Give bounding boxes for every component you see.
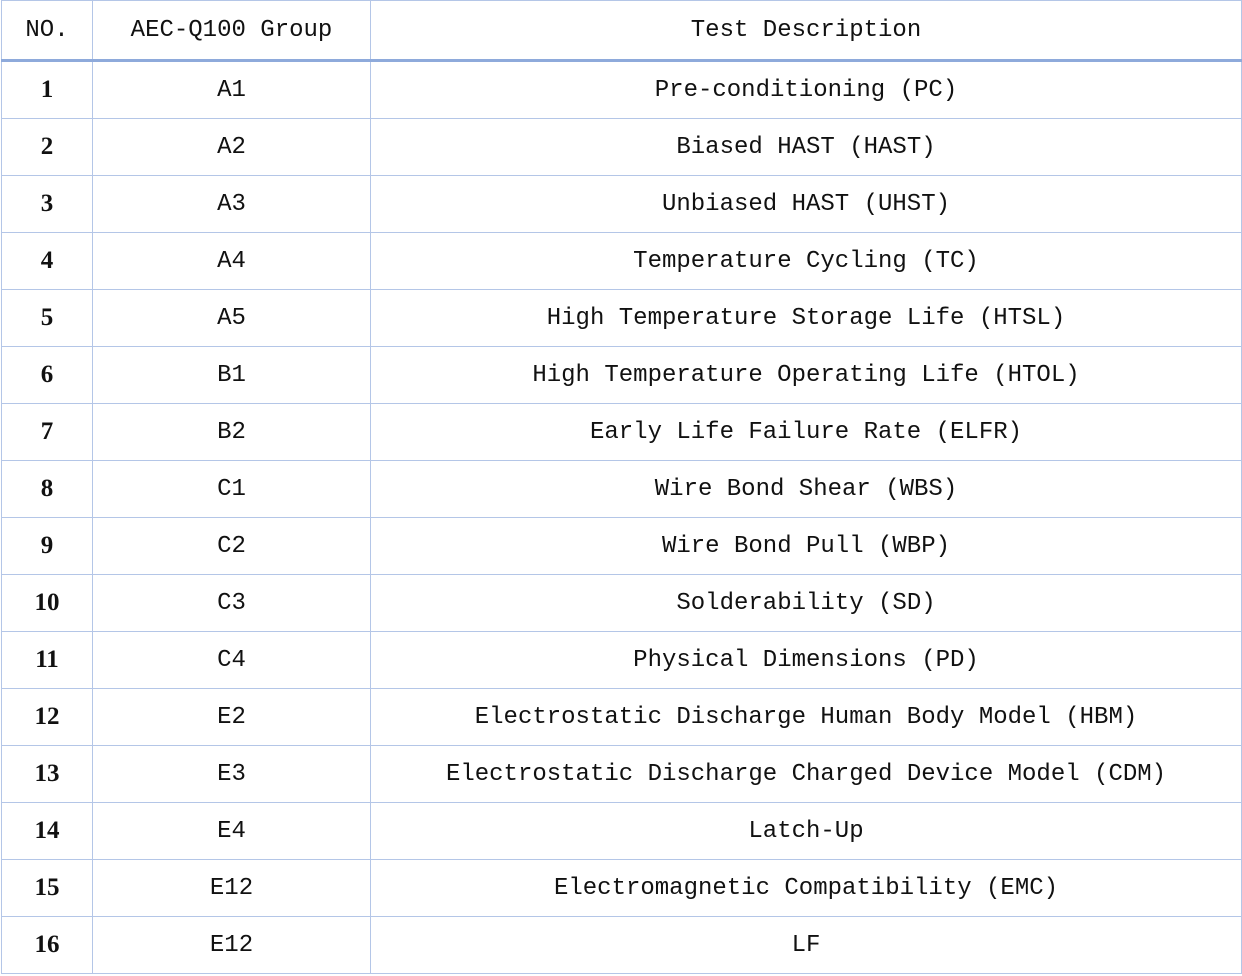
table-row: 9 C2 Wire Bond Pull (WBP) bbox=[1, 517, 1242, 575]
cell-no: 9 bbox=[1, 517, 93, 575]
cell-group: A3 bbox=[92, 175, 371, 233]
header-row: NO. AEC-Q100 Group Test Description bbox=[1, 0, 1242, 61]
cell-description: Unbiased HAST (UHST) bbox=[370, 175, 1242, 233]
header-group: AEC-Q100 Group bbox=[92, 0, 371, 61]
cell-no: 15 bbox=[1, 859, 93, 917]
header-description: Test Description bbox=[370, 0, 1242, 61]
cell-group: A1 bbox=[92, 60, 371, 119]
cell-description: Solderability (SD) bbox=[370, 574, 1242, 632]
cell-description: LF bbox=[370, 916, 1242, 974]
cell-no: 3 bbox=[1, 175, 93, 233]
table-row: 5 A5 High Temperature Storage Life (HTSL) bbox=[1, 289, 1242, 347]
cell-description: Biased HAST (HAST) bbox=[370, 118, 1242, 176]
cell-description: Physical Dimensions (PD) bbox=[370, 631, 1242, 689]
cell-no: 11 bbox=[1, 631, 93, 689]
cell-group: C2 bbox=[92, 517, 371, 575]
cell-no: 4 bbox=[1, 232, 93, 290]
cell-no: 13 bbox=[1, 745, 93, 803]
table-row: 12 E2 Electrostatic Discharge Human Body M… bbox=[1, 688, 1242, 746]
cell-description: Latch-Up bbox=[370, 802, 1242, 860]
cell-description: Early Life Failure Rate (ELFR) bbox=[370, 403, 1242, 461]
cell-description: Wire Bond Pull (WBP) bbox=[370, 517, 1242, 575]
cell-no: 8 bbox=[1, 460, 93, 518]
cell-description: High Temperature Operating Life (HTOL) bbox=[370, 346, 1242, 404]
cell-no: 14 bbox=[1, 802, 93, 860]
cell-no: 16 bbox=[1, 916, 93, 974]
cell-description: Temperature Cycling (TC) bbox=[370, 232, 1242, 290]
cell-group: E4 bbox=[92, 802, 371, 860]
table-row: 4 A4 Temperature Cycling (TC) bbox=[1, 232, 1242, 290]
cell-description: Pre-conditioning (PC) bbox=[370, 60, 1242, 119]
table-row: 10 C3 Solderability (SD) bbox=[1, 574, 1242, 632]
cell-group: C3 bbox=[92, 574, 371, 632]
cell-description: Electromagnetic Compatibility (EMC) bbox=[370, 859, 1242, 917]
table-row: 1 A1 Pre-conditioning (PC) bbox=[1, 60, 1242, 119]
cell-group: E3 bbox=[92, 745, 371, 803]
table-row: 3 A3 Unbiased HAST (UHST) bbox=[1, 175, 1242, 233]
table-row: 14 E4 Latch-Up bbox=[1, 802, 1242, 860]
cell-description: Electrostatic Discharge Charged Device M… bbox=[370, 745, 1242, 803]
cell-group: A2 bbox=[92, 118, 371, 176]
cell-no: 1 bbox=[1, 60, 93, 119]
cell-group: A5 bbox=[92, 289, 371, 347]
table-row: 16 E12 LF bbox=[1, 916, 1242, 974]
cell-no: 7 bbox=[1, 403, 93, 461]
table-row: 7 B2 Early Life Failure Rate (ELFR) bbox=[1, 403, 1242, 461]
cell-no: 12 bbox=[1, 688, 93, 746]
cell-no: 10 bbox=[1, 574, 93, 632]
cell-group: B1 bbox=[92, 346, 371, 404]
cell-group: B2 bbox=[92, 403, 371, 461]
cell-group: E2 bbox=[92, 688, 371, 746]
cell-description: High Temperature Storage Life (HTSL) bbox=[370, 289, 1242, 347]
cell-group: C1 bbox=[92, 460, 371, 518]
cell-group: E12 bbox=[92, 916, 371, 974]
cell-group: A4 bbox=[92, 232, 371, 290]
table-row: 8 C1 Wire Bond Shear (WBS) bbox=[1, 460, 1242, 518]
cell-no: 2 bbox=[1, 118, 93, 176]
cell-no: 6 bbox=[1, 346, 93, 404]
cell-description: Electrostatic Discharge Human Body Model… bbox=[370, 688, 1242, 746]
header-no: NO. bbox=[1, 0, 93, 61]
table-row: 11 C4 Physical Dimensions (PD) bbox=[1, 631, 1242, 689]
cell-group: E12 bbox=[92, 859, 371, 917]
table-row: 6 B1 High Temperature Operating Life (HTOL… bbox=[1, 346, 1242, 404]
table-row: 13 E3 Electrostatic Discharge Charged Devi… bbox=[1, 745, 1242, 803]
table-row: 15 E12 Electromagnetic Compatibility (EMC) bbox=[1, 859, 1242, 917]
cell-no: 5 bbox=[1, 289, 93, 347]
cell-description: Wire Bond Shear (WBS) bbox=[370, 460, 1242, 518]
cell-group: C4 bbox=[92, 631, 371, 689]
table-row: 2 A2 Biased HAST (HAST) bbox=[1, 118, 1242, 176]
